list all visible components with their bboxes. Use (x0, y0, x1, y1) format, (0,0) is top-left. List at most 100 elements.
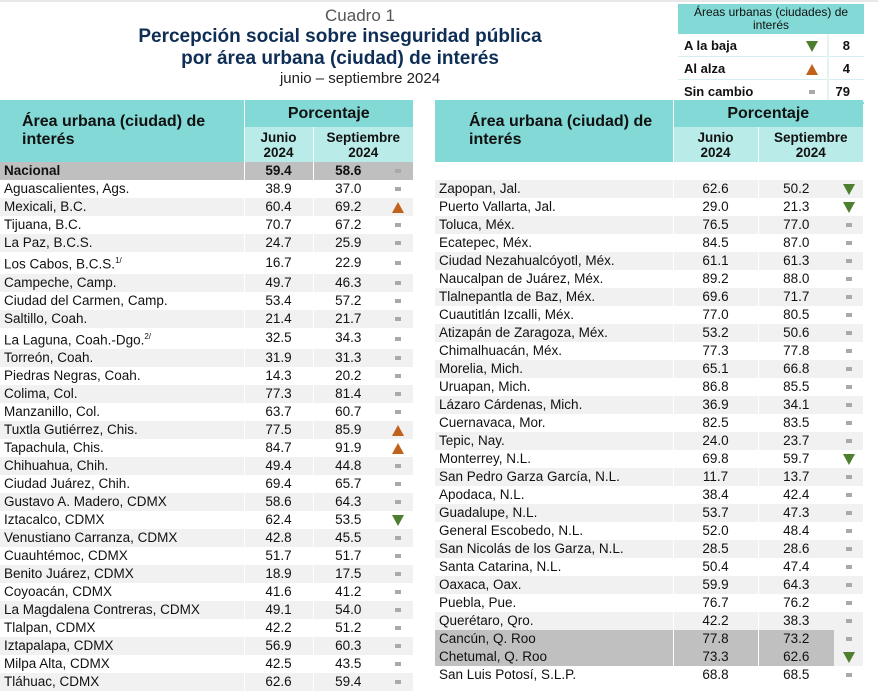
city-name: Tlalnepantla de Baz, Méx. (435, 288, 673, 306)
city-name-text: Nacional (4, 163, 61, 178)
sept-value: 34.3 (312, 327, 383, 349)
trend-indicator (834, 288, 864, 306)
sept-value: 45.5 (312, 529, 383, 547)
table-row: Naucalpan de Juárez, Méx. 89.2 88.0 (435, 270, 864, 288)
table-row: San Pedro Garza García, N.L. 11.7 13.7 (435, 468, 864, 486)
sept-value: 66.8 (757, 360, 834, 378)
sept-value: 71.7 (757, 288, 834, 306)
city-name-text: Oaxaca, Oax. (439, 577, 522, 592)
down-triangle-icon (842, 651, 855, 663)
junio-value: 49.4 (243, 457, 313, 475)
junio-value: 42.2 (243, 619, 313, 637)
city-name: Torreón, Coah. (0, 349, 244, 367)
city-name: Cancún, Q. Roo (435, 630, 673, 648)
title-block: Cuadro 1 Percepción social sobre insegur… (90, 6, 590, 88)
dash-icon (395, 590, 402, 595)
city-name-text: Ciudad Nezahualcóyotl, Méx. (439, 253, 615, 268)
city-name: Benito Juárez, CDMX (0, 565, 244, 583)
city-name-text: Chimalhuacán, Méx. (439, 343, 563, 358)
table-row: Puebla, Pue. 76.7 76.2 (435, 594, 864, 612)
junio-value: 49.1 (243, 601, 313, 619)
dash-icon (845, 259, 852, 264)
up-triangle-icon (392, 442, 405, 454)
down-triangle-icon (842, 201, 855, 213)
dash-icon (845, 583, 852, 588)
junio-value: 18.9 (243, 565, 313, 583)
table-row: Aguascalientes, Ags. 38.9 37.0 (0, 180, 414, 198)
sept-value: 34.1 (757, 396, 834, 414)
percent-header: Porcentaje (243, 100, 414, 127)
junio-value: 59.9 (672, 576, 758, 594)
sept-value: 28.6 (757, 540, 834, 558)
trend-indicator (834, 342, 864, 360)
dash-icon (845, 295, 852, 300)
junio-value: 84.7 (243, 439, 313, 457)
trend-indicator (834, 396, 864, 414)
trend-indicator (834, 648, 864, 666)
junio-value: 77.0 (672, 306, 758, 324)
sept-value: 50.2 (757, 180, 834, 198)
right-data-table: Área urbana (ciudad) de interés Porcenta… (435, 100, 864, 684)
junio-value: 82.5 (672, 414, 758, 432)
junio-value: 70.7 (243, 216, 313, 234)
trend-indicator (383, 511, 414, 529)
sept-value: 73.2 (757, 630, 834, 648)
dash-icon (395, 644, 402, 649)
sept-value: 85.9 (312, 421, 383, 439)
junio-value: 53.4 (243, 291, 313, 310)
table-row: La Magdalena Contreras, CDMX 49.1 54.0 (0, 601, 414, 619)
city-name-text: Ciudad Juárez, Chih. (4, 476, 131, 491)
trend-indicator (383, 439, 414, 457)
sept-value: 53.5 (312, 511, 383, 529)
dash-icon (845, 619, 852, 624)
junio-label: Junio (697, 129, 734, 145)
table-row: Manzanillo, Col. 63.7 60.7 (0, 403, 414, 421)
table-row: Tláhuac, CDMX 62.6 59.4 (0, 673, 414, 691)
sept-value: 81.4 (312, 385, 383, 403)
trend-indicator (383, 234, 414, 252)
down-triangle-icon (392, 514, 405, 526)
table-row: Tijuana, B.C. 70.7 67.2 (0, 216, 414, 234)
city-name-text: San Luis Potosí, S.L.P. (439, 667, 577, 682)
table-row: Iztacalco, CDMX 62.4 53.5 (0, 511, 414, 529)
table-row: Iztapalapa, CDMX 56.9 60.3 (0, 637, 414, 655)
city-name-text: Tlalnepantla de Baz, Méx. (439, 289, 596, 304)
trend-indicator (383, 475, 414, 493)
junio-value: 86.8 (672, 378, 758, 396)
city-name-text: Puerto Vallarta, Jal. (439, 199, 556, 214)
city-name-text: Zapopan, Jal. (439, 181, 521, 196)
dash-icon (845, 475, 852, 480)
footnote-marker: 2/ (144, 331, 152, 341)
city-name: Monterrey, N.L. (435, 450, 673, 468)
table-row: Torreón, Coah. 31.9 31.3 (0, 349, 414, 367)
table-row: Gustavo A. Madero, CDMX 58.6 64.3 (0, 493, 414, 511)
city-name: Aguascalientes, Ags. (0, 180, 244, 198)
junio-value: 16.7 (243, 252, 313, 274)
junio-value: 77.5 (243, 421, 313, 439)
sept-value: 64.3 (757, 576, 834, 594)
city-name-text: Puebla, Pue. (439, 595, 517, 610)
trend-indicator (834, 504, 864, 522)
summary-count: 8 (828, 34, 864, 57)
junio-value: 62.4 (243, 511, 313, 529)
table-row: Tapachula, Chis. 84.7 91.9 (0, 439, 414, 457)
city-name: Mexicali, B.C. (0, 198, 244, 216)
trend-indicator (834, 468, 864, 486)
trend-indicator (834, 306, 864, 324)
sept-value: 51.7 (312, 547, 383, 565)
junio-value: 53.7 (672, 504, 758, 522)
city-name-text: Guadalupe, N.L. (439, 505, 538, 520)
summary-count: 4 (828, 56, 864, 80)
sept-value: 47.4 (757, 558, 834, 576)
city-name: Apodaca, N.L. (435, 486, 673, 504)
dash-icon (845, 439, 852, 444)
junio-value: 62.6 (672, 180, 758, 198)
city-name-text: Iztapalapa, CDMX (4, 638, 114, 653)
trend-indicator (383, 601, 414, 619)
trend-indicator (834, 234, 864, 252)
junio-value: 61.1 (672, 252, 758, 270)
city-name-text: Gustavo A. Madero, CDMX (4, 494, 167, 509)
city-name: Tapachula, Chis. (0, 439, 244, 457)
dash-icon (395, 336, 402, 341)
city-name: Uruapan, Mich. (435, 378, 673, 396)
